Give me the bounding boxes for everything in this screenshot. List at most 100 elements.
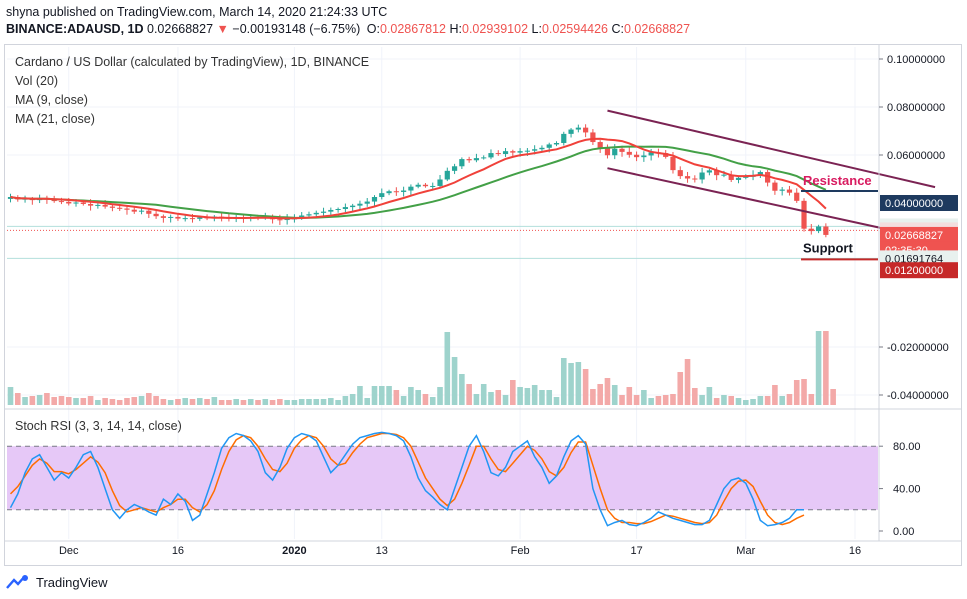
- candle[interactable]: [58, 201, 65, 203]
- candle[interactable]: [721, 174, 727, 176]
- candle[interactable]: [561, 133, 567, 143]
- candle[interactable]: [459, 159, 465, 167]
- candle[interactable]: [641, 155, 647, 158]
- candle[interactable]: [109, 206, 116, 208]
- candle[interactable]: [415, 184, 421, 187]
- candle[interactable]: [444, 170, 450, 180]
- candle[interactable]: [466, 159, 472, 161]
- candle[interactable]: [342, 207, 348, 209]
- candle[interactable]: [786, 189, 793, 193]
- candle[interactable]: [553, 143, 560, 145]
- candle[interactable]: [728, 174, 734, 180]
- candle[interactable]: [626, 151, 632, 155]
- candle[interactable]: [335, 209, 341, 210]
- chart-canvas[interactable]: Resistance Support 0.10000000 0.08000000 0.0…: [5, 45, 961, 565]
- candle[interactable]: [393, 191, 399, 193]
- candle[interactable]: [146, 210, 152, 214]
- candle[interactable]: [386, 191, 392, 194]
- candle[interactable]: [357, 203, 363, 206]
- candle[interactable]: [87, 203, 94, 206]
- candle[interactable]: [197, 217, 203, 219]
- candle[interactable]: [779, 189, 785, 191]
- candle[interactable]: [95, 204, 101, 206]
- candle[interactable]: [619, 148, 625, 152]
- candle[interactable]: [765, 172, 771, 183]
- candle[interactable]: [648, 152, 654, 156]
- candle[interactable]: [743, 176, 749, 178]
- candle[interactable]: [437, 179, 443, 186]
- candle[interactable]: [823, 226, 829, 235]
- candle[interactable]: [306, 214, 312, 216]
- candle[interactable]: [66, 201, 72, 204]
- candle[interactable]: [313, 212, 319, 215]
- candle[interactable]: [138, 210, 145, 212]
- price-badge[interactable]: [880, 226, 958, 243]
- candle[interactable]: [473, 158, 480, 161]
- candle[interactable]: [757, 172, 763, 176]
- candle[interactable]: [546, 144, 552, 148]
- candle[interactable]: [517, 151, 523, 153]
- candle[interactable]: [350, 205, 356, 208]
- channel-lower-line[interactable]: [607, 167, 921, 238]
- candle[interactable]: [633, 154, 640, 158]
- candle[interactable]: [539, 147, 545, 150]
- chart-area[interactable]: Resistance Support 0.10000000 0.08000000 0.0…: [4, 44, 962, 566]
- candle[interactable]: [371, 197, 378, 202]
- candle[interactable]: [80, 202, 86, 204]
- candle[interactable]: [692, 178, 698, 180]
- candle[interactable]: [379, 193, 385, 197]
- candle[interactable]: [277, 219, 283, 221]
- candle[interactable]: [328, 209, 334, 212]
- stoch-rsi-legend[interactable]: Stoch RSI (3, 3, 14, 14, close): [15, 419, 182, 433]
- candle[interactable]: [524, 150, 530, 152]
- candle[interactable]: [451, 166, 458, 171]
- candle[interactable]: [604, 148, 611, 156]
- candle[interactable]: [714, 170, 720, 176]
- candle[interactable]: [488, 153, 494, 158]
- candle[interactable]: [160, 216, 166, 218]
- candle[interactable]: [575, 127, 581, 130]
- candle[interactable]: [808, 228, 814, 232]
- candle[interactable]: [677, 170, 683, 177]
- candle[interactable]: [364, 201, 370, 204]
- candle[interactable]: [401, 190, 407, 192]
- candle[interactable]: [583, 127, 589, 133]
- candle[interactable]: [510, 151, 516, 153]
- candle[interactable]: [168, 216, 174, 218]
- candle[interactable]: [481, 157, 487, 159]
- channel-upper-line[interactable]: [607, 109, 936, 189]
- candle[interactable]: [189, 218, 196, 220]
- candle[interactable]: [612, 148, 618, 156]
- legend-ma9[interactable]: MA (9, close): [15, 93, 88, 107]
- candle[interactable]: [182, 218, 188, 220]
- candle[interactable]: [495, 153, 501, 155]
- candle[interactable]: [815, 226, 822, 232]
- candle[interactable]: [684, 176, 691, 179]
- price-badge[interactable]: [880, 195, 958, 211]
- candle[interactable]: [51, 199, 57, 202]
- candle[interactable]: [568, 129, 574, 134]
- legend-ma21[interactable]: MA (21, close): [15, 112, 95, 126]
- candle[interactable]: [735, 177, 742, 180]
- candle[interactable]: [73, 202, 79, 204]
- candle[interactable]: [117, 207, 123, 209]
- candle[interactable]: [590, 132, 596, 143]
- candle[interactable]: [706, 170, 712, 173]
- candle[interactable]: [801, 200, 807, 229]
- candle[interactable]: [430, 185, 436, 187]
- candle[interactable]: [422, 184, 429, 187]
- candle[interactable]: [102, 204, 108, 207]
- price-badge[interactable]: [880, 262, 958, 279]
- candle[interactable]: [131, 209, 137, 212]
- candle[interactable]: [699, 172, 705, 180]
- legend-volume[interactable]: Vol (20): [15, 74, 59, 88]
- candle[interactable]: [175, 216, 181, 219]
- candle[interactable]: [794, 192, 800, 201]
- candle[interactable]: [772, 182, 778, 191]
- candle[interactable]: [124, 208, 130, 210]
- candle[interactable]: [532, 149, 538, 151]
- candle[interactable]: [502, 151, 509, 155]
- candle[interactable]: [284, 218, 290, 221]
- candle[interactable]: [320, 211, 327, 213]
- candle[interactable]: [153, 213, 159, 217]
